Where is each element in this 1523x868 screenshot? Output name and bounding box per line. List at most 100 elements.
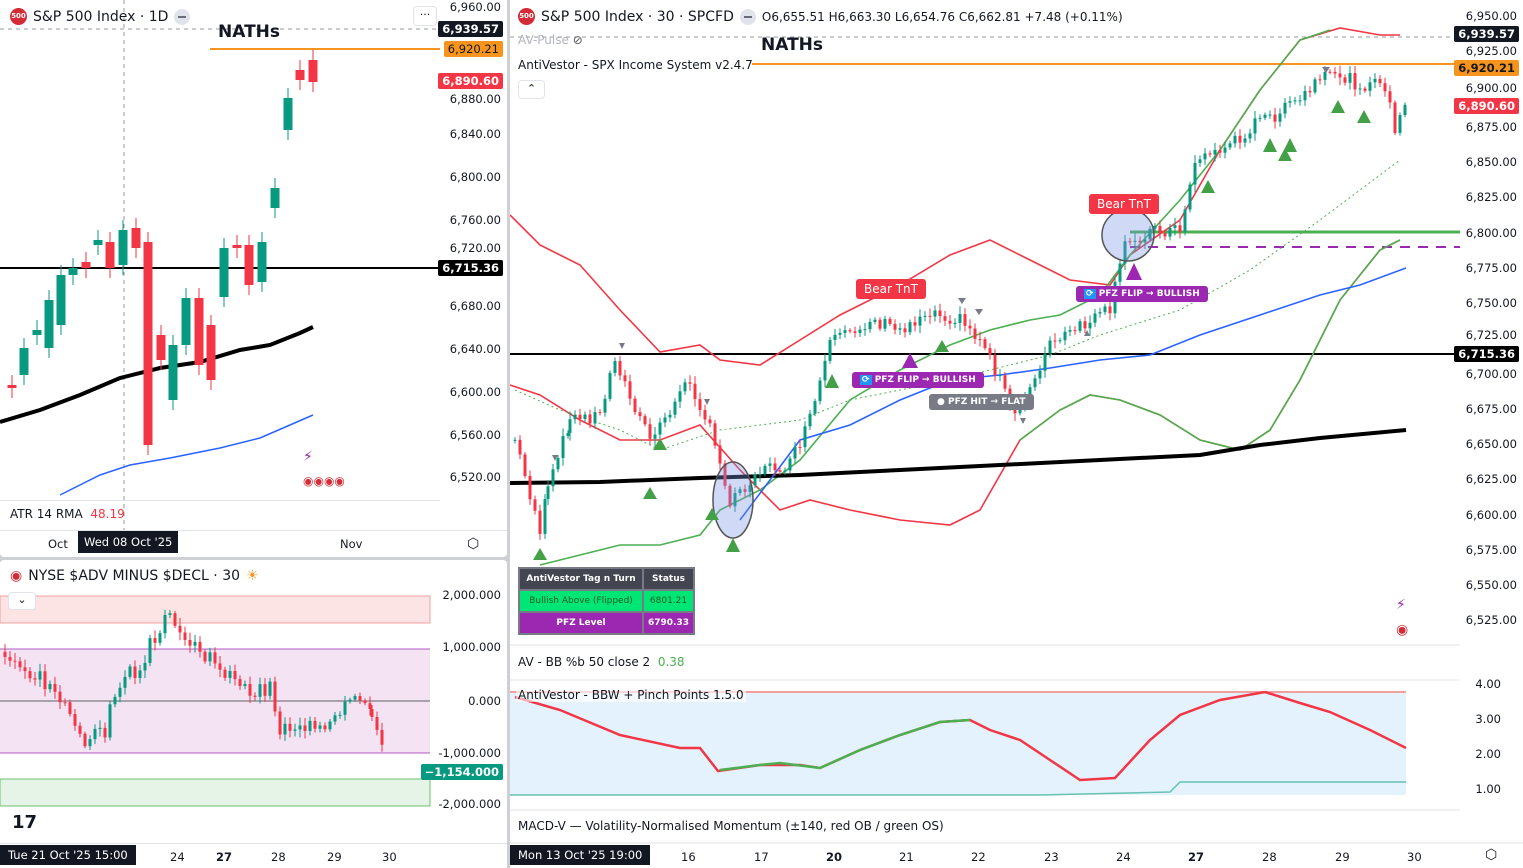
candle xyxy=(1333,71,1337,74)
candle xyxy=(28,671,32,679)
candle xyxy=(232,245,242,248)
macd-legend[interactable]: MACD-V — Volatility-Normalised Momentum … xyxy=(518,819,944,833)
candle xyxy=(513,439,517,441)
intraday-chart-canvas[interactable] xyxy=(510,0,1523,868)
table-cell: Bullish Above (Flipped) xyxy=(518,589,644,613)
candle xyxy=(1168,227,1172,237)
candle xyxy=(303,725,307,731)
candle xyxy=(78,725,82,734)
candle xyxy=(546,486,550,500)
sma-50-line xyxy=(59,414,314,496)
price-axis-label: 6,900.00 xyxy=(1465,81,1517,95)
av-pulse-legend[interactable]: AV-Pulse ⊘ xyxy=(518,33,583,47)
candle xyxy=(683,382,687,392)
candle xyxy=(713,423,717,446)
candle xyxy=(56,275,66,325)
candle xyxy=(206,325,216,380)
collapse-button[interactable]: ⌄ xyxy=(8,592,36,610)
candle xyxy=(323,725,327,730)
candle xyxy=(723,463,727,486)
candle xyxy=(668,414,672,418)
time-tick: 28 xyxy=(271,850,286,864)
bbw-line xyxy=(514,690,1407,782)
candle xyxy=(566,432,570,436)
candle xyxy=(833,334,837,340)
candle xyxy=(243,683,247,686)
candle xyxy=(313,720,317,729)
intraday-chart-panel[interactable]: 500 S&P 500 Index · 30 · SPCFD O6,655.51… xyxy=(510,0,1523,868)
candle xyxy=(1103,306,1107,313)
candle xyxy=(738,489,742,494)
daily-chart-title[interactable]: 500 S&P 500 Index · 1D xyxy=(10,8,191,25)
table-cell: 6790.33 xyxy=(642,611,695,635)
candle xyxy=(1223,147,1227,153)
candle xyxy=(1003,375,1007,389)
candle xyxy=(1268,114,1272,116)
candle xyxy=(1283,102,1287,114)
time-axis[interactable] xyxy=(0,530,507,531)
candle xyxy=(68,702,72,715)
settings-icon[interactable]: ⬡ xyxy=(467,536,480,552)
daily-chart-panel[interactable]: 500 S&P 500 Index · 1D ··· NATHs ⚡ ◉◉◉◉ … xyxy=(0,0,507,557)
candle xyxy=(1348,73,1352,83)
time-tick: 27 xyxy=(216,850,233,864)
pulse-label: AV-Pulse xyxy=(518,33,569,47)
midline-dotted xyxy=(514,159,1401,451)
candle xyxy=(628,381,632,399)
hidden-eye-icon[interactable]: ⊘ xyxy=(572,33,583,47)
candle xyxy=(163,614,167,634)
breadth-chart-panel[interactable]: ◉ NYSE $ADV MINUS $DECL · 30 ☀ ⌄ 2,000.0… xyxy=(0,560,507,868)
candle xyxy=(363,700,367,704)
price-axis-label: 6,525.00 xyxy=(1465,613,1517,627)
candle xyxy=(1393,102,1397,133)
bb-pct-label: AV - BB %b 50 close 2 xyxy=(518,655,651,669)
tradingview-logo[interactable]: 17 xyxy=(12,812,38,833)
candle xyxy=(773,463,777,471)
candle xyxy=(728,485,732,507)
candle xyxy=(248,683,252,696)
daily-chart-canvas[interactable] xyxy=(0,0,507,557)
time-axis[interactable] xyxy=(0,843,507,844)
candle xyxy=(358,696,362,701)
candle xyxy=(813,401,817,414)
breadth-chart-canvas[interactable] xyxy=(0,560,507,868)
candle xyxy=(793,447,797,459)
settings-icon[interactable]: ⬡ xyxy=(1485,847,1498,863)
candle xyxy=(1098,312,1102,314)
candle xyxy=(653,434,657,439)
indicator-legend[interactable]: AntiVestor - SPX Income System v2.4.7 xyxy=(518,58,753,72)
table-cell: PFZ Level xyxy=(518,611,644,635)
candle xyxy=(1228,143,1232,148)
candle xyxy=(278,711,282,735)
breadth-chart-title[interactable]: ◉ NYSE $ADV MINUS $DECL · 30 ☀ xyxy=(10,568,259,584)
candle xyxy=(1403,104,1407,116)
bb-pct-value: 0.38 xyxy=(657,655,685,669)
candle xyxy=(1143,239,1147,243)
candle xyxy=(938,310,942,317)
candle xyxy=(1118,263,1122,282)
pulse-icon: ⚡ xyxy=(1396,597,1406,613)
candle xyxy=(998,375,1002,377)
candle xyxy=(708,419,712,424)
candle xyxy=(58,691,62,703)
buy-triangles xyxy=(533,100,1371,560)
more-options-button[interactable]: ··· xyxy=(413,6,437,26)
candle xyxy=(93,728,97,740)
candle xyxy=(883,318,887,329)
collapse-legend-button[interactable]: ⌃ xyxy=(518,80,545,99)
pfz-flip-text: PFZ FLIP → BULLISH xyxy=(1098,289,1200,299)
intraday-chart-title[interactable]: 500 S&P 500 Index · 30 · SPCFD O6,655.51… xyxy=(518,8,1123,25)
bb-pct-legend[interactable]: AV - BB %b 50 close 2 0.38 xyxy=(518,655,685,669)
candle xyxy=(1073,330,1077,332)
pfz-hit-text: PFZ HIT → FLAT xyxy=(948,397,1026,407)
bbw-axis-label: 3.00 xyxy=(1475,712,1501,726)
bbw-zone xyxy=(510,692,1406,795)
ohlc-legend: O6,655.51 H6,663.30 L6,654.76 C6,662.81 … xyxy=(762,10,1123,24)
candle xyxy=(968,325,972,329)
candle xyxy=(1128,241,1132,243)
candle xyxy=(13,660,17,662)
bbw-legend[interactable]: AntiVestor - BBW + Pinch Points 1.5.0 xyxy=(516,688,746,702)
candle xyxy=(283,98,293,130)
candle xyxy=(318,725,322,729)
level-price-tag: 6,715.36 xyxy=(438,260,503,276)
